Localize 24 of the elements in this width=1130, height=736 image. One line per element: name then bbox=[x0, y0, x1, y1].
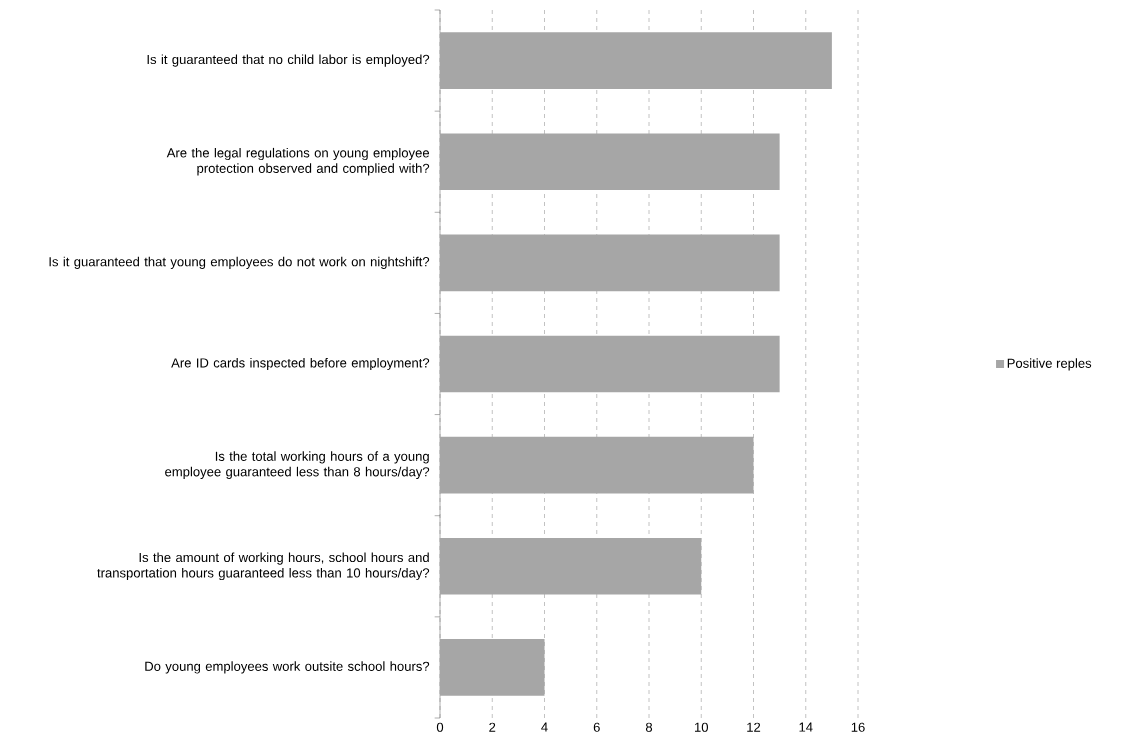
x-tick-label: 10 bbox=[694, 722, 709, 732]
x-tick-label: 16 bbox=[851, 722, 865, 732]
bar bbox=[440, 234, 780, 292]
x-tick-label: 2 bbox=[489, 722, 496, 732]
y-tick-label: Is the total working hours of a young employee guaranteed less than 8 hours/day? bbox=[165, 451, 430, 479]
bar bbox=[440, 32, 832, 89]
y-tick-label: Are the legal regulations on young employee protection observed and complied with? bbox=[166, 147, 430, 176]
x-tick-label: 4 bbox=[541, 722, 548, 732]
y-tick-label: Is it guaranteed that no child labor is employed? bbox=[147, 54, 430, 67]
bar bbox=[440, 537, 702, 595]
y-tick-label: Is the amount of working hours, school hours and transportation hours guaranteed less than 10 hours/day? bbox=[97, 552, 430, 581]
x-tick-label: 6 bbox=[593, 722, 600, 732]
x-tick-label: 14 bbox=[799, 722, 813, 732]
y-tick-label: Are ID cards inspected before employment? bbox=[171, 357, 430, 370]
bar bbox=[440, 335, 780, 393]
legend-label: Positive reples bbox=[1007, 358, 1092, 371]
x-tick-label: 12 bbox=[747, 722, 761, 732]
bar bbox=[440, 436, 754, 494]
y-tick-label: Is it guaranteed that young employees do not work on nightshift? bbox=[49, 256, 430, 269]
x-tick-label: 8 bbox=[645, 722, 653, 732]
x-tick-label: 0 bbox=[436, 722, 444, 732]
bar bbox=[440, 639, 545, 696]
y-tick-label: Do young employees work outsite school hours? bbox=[145, 661, 430, 674]
bar bbox=[440, 133, 780, 190]
